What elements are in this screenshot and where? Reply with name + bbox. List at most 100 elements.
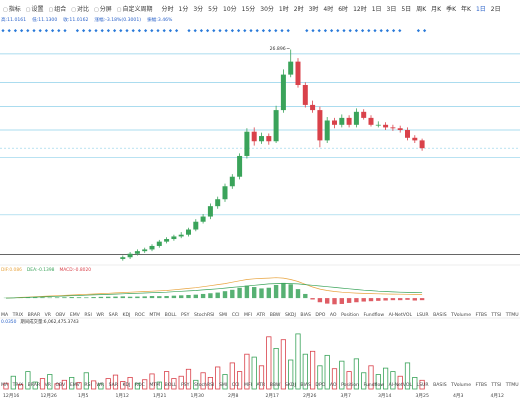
indicator-tab[interactable]: MFI [243, 382, 252, 388]
period-button[interactable]: 周K [416, 5, 427, 13]
indicator-tab[interactable]: BBW [269, 312, 281, 318]
period-button[interactable]: 3日 [386, 5, 397, 13]
indicator-tab[interactable]: Fundflow [363, 312, 385, 318]
period-button[interactable]: 月K [431, 5, 442, 13]
indicator-tab[interactable]: BOLL [164, 382, 177, 388]
indicator-tab[interactable]: TTMU [505, 382, 519, 388]
indicator-tab[interactable]: MTM [149, 312, 161, 318]
period-button[interactable]: 1分 [178, 5, 189, 13]
indicator-tab[interactable]: BOLL [164, 312, 177, 318]
indicator-tab[interactable]: AI-NetVOL [388, 382, 413, 388]
candle-body [186, 229, 191, 235]
indicator-tab[interactable]: TTSI [491, 382, 502, 388]
period-button[interactable]: 3时 [308, 5, 319, 13]
period-button[interactable]: 5日 [401, 5, 412, 13]
indicator-tab[interactable]: SMI [218, 382, 228, 388]
indicator-tab[interactable]: VR [44, 382, 51, 388]
period-button[interactable]: 5分 [208, 5, 218, 13]
candle-body [156, 241, 162, 246]
toolbar-button[interactable]: 分屏 [94, 4, 112, 13]
indicator-tab[interactable]: BBW [269, 382, 281, 388]
indicator-tab[interactable]: MA [1, 312, 9, 318]
period-button[interactable]: 6时 [338, 5, 349, 13]
indicator-tab[interactable]: BRAR [27, 382, 41, 388]
indicator-tab[interactable]: FTBS [475, 382, 487, 388]
indicator-tab[interactable]: BASIS [433, 312, 447, 318]
indicator-tab[interactable]: AI-NetVOL [388, 312, 413, 318]
indicator-tab[interactable]: OBV [55, 312, 66, 318]
indicator-tab[interactable]: AO [329, 312, 337, 318]
indicator-tab[interactable]: TRIX [12, 382, 24, 388]
period-button[interactable]: 10分 [223, 5, 237, 13]
indicator-tab[interactable]: TTSI [491, 312, 502, 318]
indicator-tab[interactable]: BIAS [300, 382, 311, 388]
indicator-tab[interactable]: RSI [84, 382, 92, 388]
indicator-tab[interactable]: Position [341, 382, 359, 388]
indicator-tab[interactable]: SKDJ [284, 312, 296, 318]
indicator-tab[interactable]: StochRSI [193, 382, 215, 388]
period-button[interactable]: 1日 [475, 5, 486, 13]
indicator-tab[interactable]: SAR [108, 312, 118, 318]
indicator-tab[interactable]: AO [329, 382, 337, 388]
indicator-tab[interactable]: SAR [108, 382, 118, 388]
indicator-tab[interactable]: DPO [315, 312, 326, 318]
toolbar-button[interactable]: 指标 [3, 4, 21, 13]
indicator-tab[interactable]: KDJ [122, 382, 131, 388]
toolbar-button[interactable]: 自定义周期 [117, 4, 152, 13]
indicator-tab[interactable]: CCI [231, 382, 240, 388]
indicator-tab[interactable]: ATR [256, 382, 266, 388]
indicator-tab[interactable]: LSUR [416, 312, 429, 318]
indicator-tab[interactable]: SKDJ [284, 382, 296, 388]
indicator-tab[interactable]: CCI [231, 312, 240, 318]
period-button[interactable]: 1时 [278, 5, 289, 13]
macd-bar [76, 297, 82, 299]
indicator-tab[interactable]: PSY [180, 312, 190, 318]
indicator-tab[interactable]: BIAS [300, 312, 311, 318]
toolbar-button[interactable]: 对比 [71, 4, 89, 13]
indicator-tab[interactable]: EMV [69, 312, 80, 318]
indicator-tab[interactable]: WR [96, 382, 105, 388]
period-button[interactable]: 1日 [371, 5, 382, 13]
indicator-tab[interactable]: MA [1, 382, 9, 388]
period-button[interactable]: 分时 [161, 5, 174, 13]
indicator-tab[interactable]: Position [341, 312, 359, 318]
indicator-tab[interactable]: OBV [55, 382, 66, 388]
indicator-tab[interactable]: ROC [134, 312, 145, 318]
indicator-tab[interactable]: TRIX [12, 312, 24, 318]
indicator-tab[interactable]: ROC [134, 382, 145, 388]
indicator-tab[interactable]: KDJ [122, 312, 131, 318]
period-button[interactable]: 2日 [490, 5, 501, 13]
candle-body [346, 117, 352, 125]
indicator-tab[interactable]: LSUR [416, 382, 429, 388]
signal-marker [75, 29, 79, 33]
toolbar-button[interactable]: 组合 [49, 4, 66, 13]
indicator-tab[interactable]: MTM [149, 382, 161, 388]
period-button[interactable]: 30分 [260, 5, 274, 13]
indicator-tab[interactable]: FTBS [475, 312, 487, 318]
indicator-tab[interactable]: BRAR [27, 312, 41, 318]
period-button[interactable]: 年K [461, 5, 471, 13]
indicator-tab[interactable]: TVolume [451, 382, 472, 388]
period-button[interactable]: 季K [446, 5, 456, 13]
candle-body [332, 120, 337, 125]
indicator-tab[interactable]: Fundflow [363, 382, 385, 388]
toolbar-button[interactable]: 设置 [26, 4, 43, 13]
period-button[interactable]: 12时 [353, 5, 367, 13]
indicator-tab[interactable]: DPO [315, 382, 326, 388]
indicator-tab[interactable]: PSY [180, 382, 190, 388]
period-button[interactable]: 4时 [323, 5, 334, 13]
indicator-tab[interactable]: TVolume [451, 312, 472, 318]
period-button[interactable]: 15分 [241, 5, 256, 13]
indicator-tab[interactable]: RSI [84, 312, 92, 318]
indicator-tab[interactable]: WR [96, 312, 105, 318]
indicator-tab[interactable]: EMV [69, 382, 80, 388]
indicator-tab[interactable]: SMI [218, 312, 228, 318]
indicator-tab[interactable]: TTMU [505, 312, 519, 318]
indicator-tab[interactable]: ATR [256, 312, 266, 318]
indicator-tab[interactable]: StochRSI [193, 312, 215, 318]
indicator-tab[interactable]: MFI [243, 312, 252, 318]
period-button[interactable]: 2时 [293, 5, 304, 13]
indicator-tab[interactable]: BASIS [433, 382, 447, 388]
indicator-tab[interactable]: VR [44, 312, 51, 318]
period-button[interactable]: 3分 [193, 5, 204, 13]
